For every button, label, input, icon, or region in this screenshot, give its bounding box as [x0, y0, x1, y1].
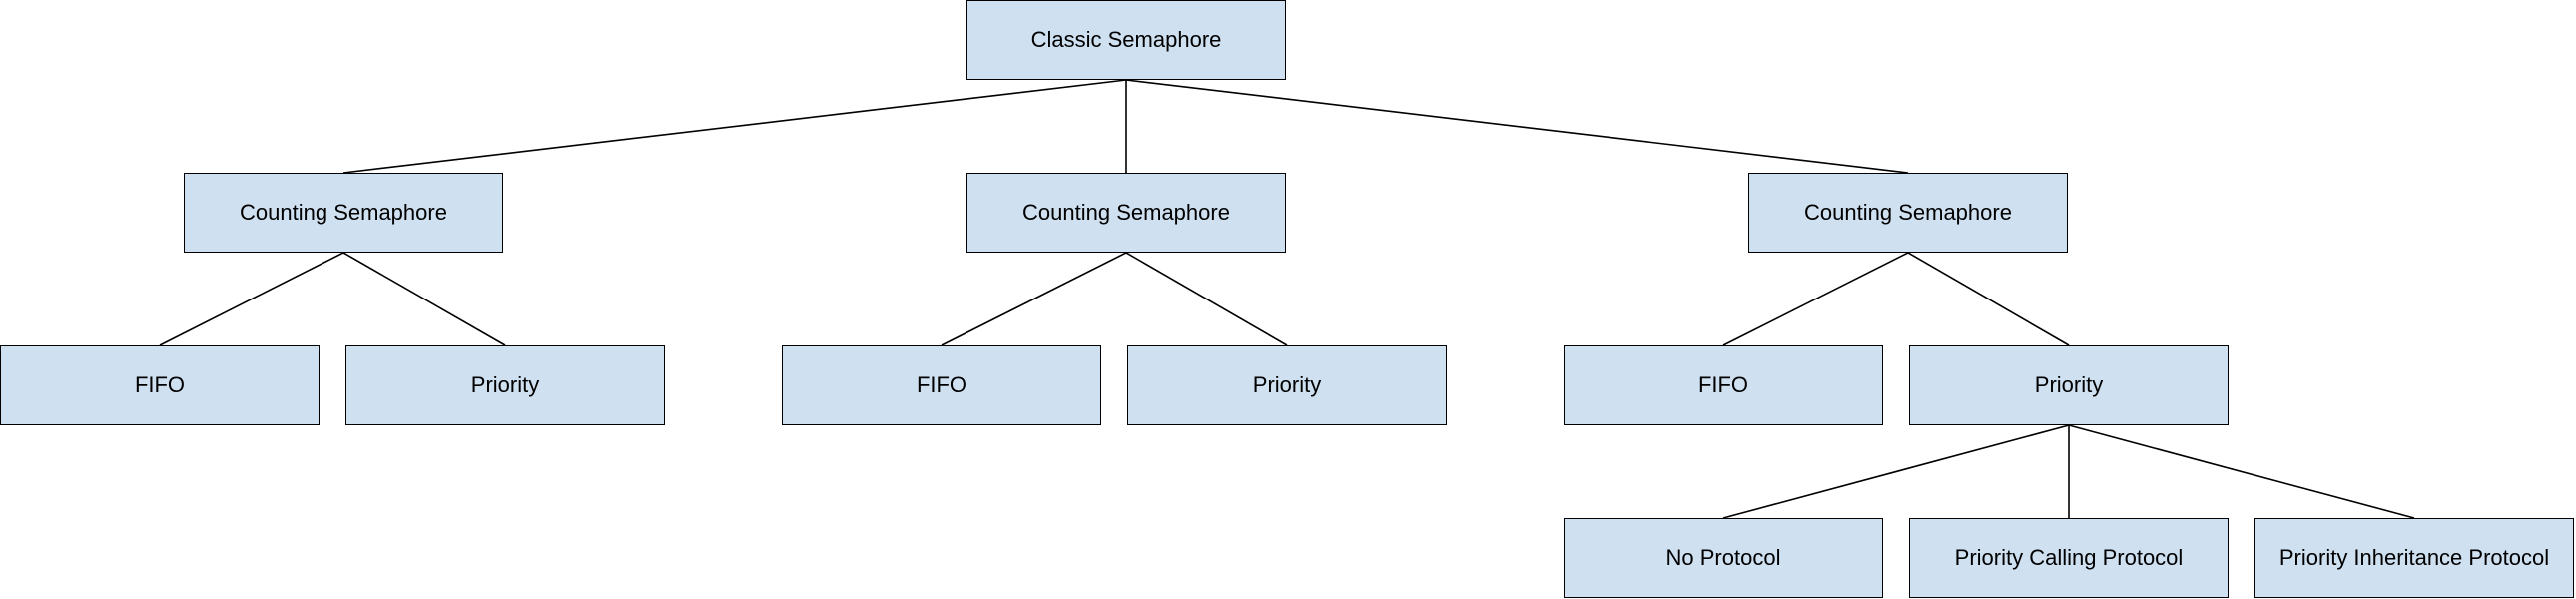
edge-counting-2-fifo — [941, 252, 1127, 346]
edge-root-counting-3 — [1125, 79, 1909, 174]
node-counting-semaphore-2[interactable]: Counting Semaphore — [966, 173, 1286, 253]
edge-priority-3-priority-inheritance — [2068, 424, 2415, 519]
node-priority-2[interactable]: Priority — [1127, 345, 1447, 425]
node-priority-3[interactable]: Priority — [1909, 345, 2229, 425]
edge-counting-3-priority — [1907, 252, 2070, 346]
edge-root-counting-1 — [342, 79, 1127, 174]
node-counting-semaphore-1[interactable]: Counting Semaphore — [184, 173, 503, 253]
edge-counting-1-priority — [342, 252, 506, 346]
node-classic-semaphore[interactable]: Classic Semaphore — [966, 0, 1286, 80]
node-priority-1[interactable]: Priority — [345, 345, 665, 425]
node-priority-calling-protocol[interactable]: Priority Calling Protocol — [1909, 518, 2229, 598]
node-no-protocol[interactable]: No Protocol — [1564, 518, 1883, 598]
node-fifo-2[interactable]: FIFO — [782, 345, 1101, 425]
node-counting-semaphore-3[interactable]: Counting Semaphore — [1748, 173, 2068, 253]
node-fifo-1[interactable]: FIFO — [0, 345, 320, 425]
node-fifo-3[interactable]: FIFO — [1564, 345, 1883, 425]
edge-counting-1-fifo — [159, 252, 344, 346]
edge-counting-2-priority — [1125, 252, 1288, 346]
node-priority-inheritance-protocol[interactable]: Priority Inheritance Protocol — [2254, 518, 2574, 598]
edge-counting-3-fifo — [1722, 252, 1909, 346]
edge-priority-3-no-protocol — [1722, 424, 2070, 519]
